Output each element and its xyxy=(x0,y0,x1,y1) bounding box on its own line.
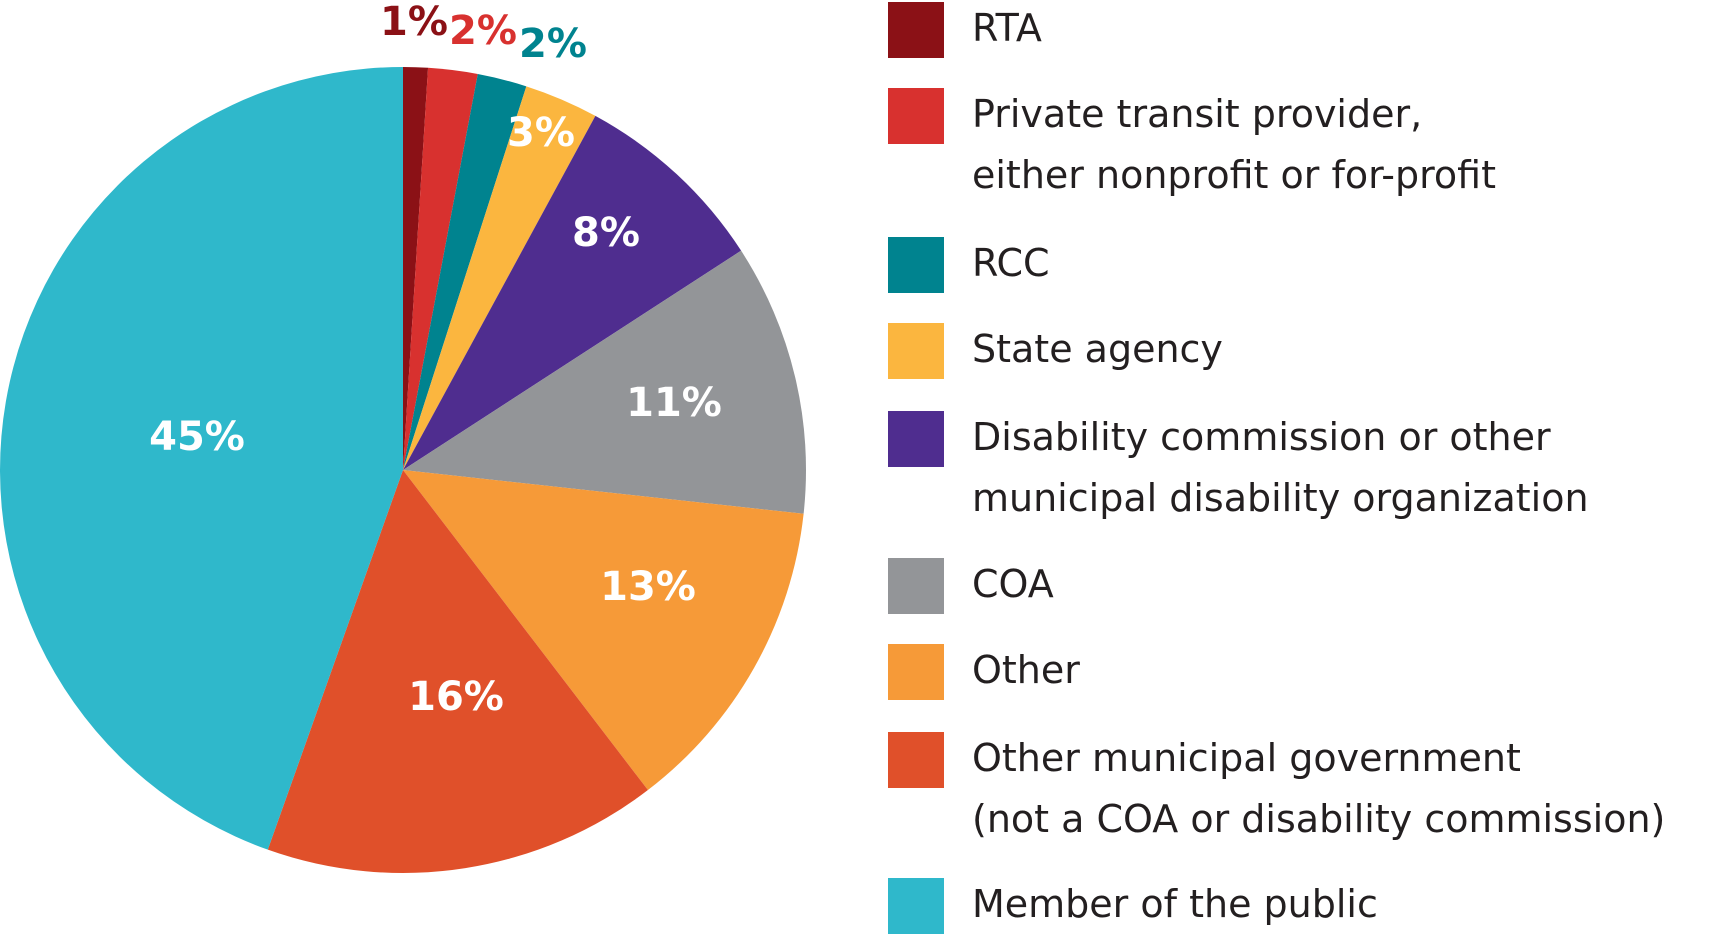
legend-swatch xyxy=(888,644,944,700)
pie-slice xyxy=(403,470,804,791)
legend-swatch xyxy=(888,323,944,379)
legend-label: RCC xyxy=(972,241,1050,285)
legend-label: Disability commission or other municipal … xyxy=(972,415,1589,520)
pie-slice xyxy=(403,67,429,470)
data-label: 16% xyxy=(408,674,504,720)
data-label: 11% xyxy=(626,380,722,426)
legend-swatch xyxy=(888,237,944,293)
data-label: 2% xyxy=(449,8,517,54)
pie-slice xyxy=(0,67,404,850)
legend-label: RTA xyxy=(972,6,1042,50)
pie-slice xyxy=(267,470,648,873)
legend-swatch xyxy=(888,2,944,58)
data-label: 13% xyxy=(600,564,696,610)
legend-swatch xyxy=(888,411,944,467)
pie-slice xyxy=(403,250,806,514)
legend-swatch xyxy=(888,878,944,934)
pie-slice xyxy=(403,115,742,470)
legend-swatch xyxy=(888,558,944,614)
legend-label: COA xyxy=(972,562,1054,606)
data-label: 1% xyxy=(380,0,448,45)
data-label: 8% xyxy=(572,210,640,256)
legend-label: Other xyxy=(972,648,1080,692)
data-label: 2% xyxy=(519,21,587,67)
legend-label: Member of the public xyxy=(972,882,1378,926)
pie-slice xyxy=(403,86,596,470)
legend-swatch xyxy=(888,732,944,788)
legend-label: Other municipal government (not a COA or … xyxy=(972,736,1665,841)
data-label: 45% xyxy=(149,414,245,460)
legend-label: State agency xyxy=(972,327,1223,371)
pie-slice xyxy=(403,73,527,471)
legend-label: Private transit provider, either nonprofi… xyxy=(972,92,1496,197)
legend-swatch xyxy=(888,88,944,144)
pie-slice xyxy=(403,67,478,470)
data-label: 3% xyxy=(507,110,575,156)
